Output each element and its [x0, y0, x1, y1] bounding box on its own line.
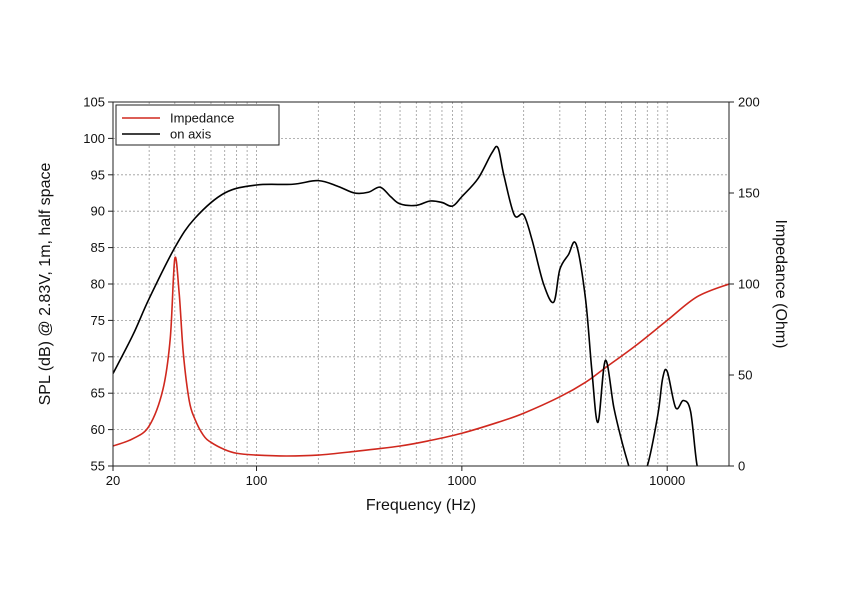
- right-y-tick-label: 150: [738, 186, 760, 201]
- left-y-tick-label: 105: [83, 95, 105, 110]
- left-y-tick-label: 90: [91, 204, 105, 219]
- x-tick-label: 10000: [649, 473, 685, 488]
- left-y-tick-label: 85: [91, 240, 105, 255]
- right-y-tick-label: 100: [738, 277, 760, 292]
- left-y-tick-label: 75: [91, 313, 105, 328]
- legend-box: [115, 104, 280, 146]
- left-y-tick-label: 100: [83, 131, 105, 146]
- right-y-tick-label: 50: [738, 368, 752, 383]
- left-y-tick-label: 95: [91, 167, 105, 182]
- right-y-axis-label: Impedance (Ohm): [772, 220, 789, 349]
- legend-label-on-axis: on axis: [170, 127, 212, 142]
- x-tick-label: 100: [246, 473, 268, 488]
- right-y-tick-label: 0: [738, 459, 745, 474]
- left-y-tick-label: 70: [91, 349, 105, 364]
- grid: [113, 102, 729, 466]
- legend-label-impedance: Impedance: [170, 111, 234, 126]
- left-y-tick-label: 80: [91, 277, 105, 292]
- left-y-tick-label: 60: [91, 422, 105, 437]
- series-layer: [113, 145, 729, 466]
- x-axis-label: Frequency (Hz): [366, 497, 476, 514]
- x-tick-label: 20: [106, 473, 120, 488]
- left-y-tick-label: 55: [91, 459, 105, 474]
- tick-labels: 20 100 1000 10000 55 60 65 70 75 80 85 90 95 100 105 0 5…: [83, 95, 759, 489]
- series-line-impedance: [113, 256, 729, 457]
- right-y-tick-label: 200: [738, 95, 760, 110]
- legend: Impedance on axis: [115, 104, 280, 146]
- series-line-on-axis: [113, 145, 699, 466]
- left-y-axis-label: SPL (dB) @ 2.83V, 1m, half space: [37, 163, 54, 406]
- x-tick-label: 1000: [447, 473, 476, 488]
- left-y-tick-label: 65: [91, 386, 105, 401]
